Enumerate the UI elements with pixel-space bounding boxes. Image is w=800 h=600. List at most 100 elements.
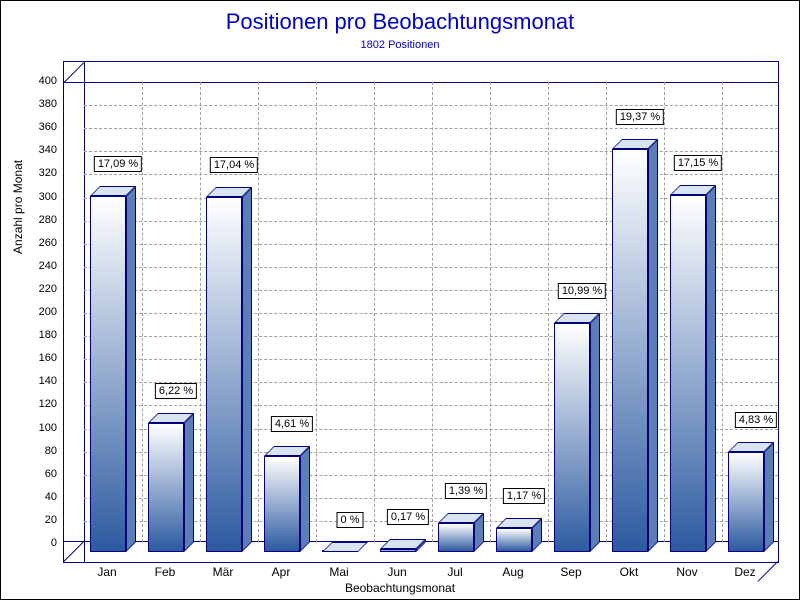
- bar-percent-label: 0,17 %: [387, 509, 429, 525]
- bar-front: [728, 452, 764, 552]
- y-tick-label: 160: [25, 352, 57, 364]
- y-tick-label: 400: [25, 75, 57, 87]
- bar-nov: [670, 185, 706, 552]
- gridline-v: [374, 82, 375, 542]
- x-tick-label: Jul: [447, 565, 462, 579]
- bar-apr: [264, 446, 300, 552]
- bar-side: [184, 413, 194, 552]
- bar-front: [206, 197, 242, 552]
- gridline-h: [84, 128, 778, 129]
- bar-front: [438, 523, 474, 552]
- back-wall-top: [64, 62, 778, 83]
- bar-feb: [148, 413, 184, 552]
- bar-dez: [728, 442, 764, 552]
- x-tick-label: Mai: [329, 565, 348, 579]
- bar-jan: [90, 186, 126, 552]
- y-tick-label: 340: [25, 144, 57, 156]
- bar-front: [264, 456, 300, 552]
- gridline-h: [84, 174, 778, 175]
- gridline-v: [200, 82, 201, 542]
- bar-front: [380, 549, 416, 552]
- bar-okt: [612, 139, 648, 552]
- y-tick-label: 80: [25, 445, 57, 457]
- x-tick-label: Nov: [676, 565, 697, 579]
- chart-subtitle: 1802 Positionen: [1, 39, 799, 51]
- bar-front: [612, 149, 648, 552]
- bar-side: [126, 186, 136, 552]
- y-tick-label: 280: [25, 214, 57, 226]
- bar-side: [590, 313, 600, 552]
- bar-front: [496, 528, 532, 552]
- y-tick-label: 40: [25, 491, 57, 503]
- chart-title: Positionen pro Beobachtungsmonat: [1, 1, 799, 35]
- x-tick-label: Feb: [155, 565, 176, 579]
- bar-percent-label: 0 %: [337, 512, 364, 528]
- bar-mai: [322, 542, 358, 552]
- bar-mär: [206, 187, 242, 552]
- y-tick-label: 180: [25, 329, 57, 341]
- bar-percent-label: 1,17 %: [503, 488, 545, 504]
- y-tick-label: 380: [25, 98, 57, 110]
- gridline-v: [490, 82, 491, 542]
- corner-diag-br: [757, 561, 778, 582]
- x-tick-label: Apr: [272, 565, 291, 579]
- plot-area-inner: 17,09 % 6,22 % 17,04 % 4,61 % 0 % 0,17 % 1,39 …: [84, 82, 778, 542]
- x-tick-label: Mär: [213, 565, 234, 579]
- bar-jul: [438, 513, 474, 552]
- x-tick-label: Okt: [620, 565, 639, 579]
- gridline-v: [316, 82, 317, 542]
- x-tick-label: Aug: [502, 565, 523, 579]
- x-axis-label: Beobachtungsmonat: [1, 581, 799, 595]
- gridline-v: [142, 82, 143, 542]
- gridline-v: [432, 82, 433, 542]
- bar-percent-label: 19,37 %: [616, 109, 664, 125]
- bar-percent-label: 17,04 %: [210, 157, 258, 173]
- y-tick-label: 240: [25, 260, 57, 272]
- gridline-v: [548, 82, 549, 542]
- y-tick-label: 300: [25, 191, 57, 203]
- bar-percent-label: 17,09 %: [94, 156, 142, 172]
- y-tick-label: 20: [25, 514, 57, 526]
- y-tick-label: 360: [25, 121, 57, 133]
- gridline-v: [258, 82, 259, 542]
- x-tick-label: Sep: [560, 565, 581, 579]
- y-tick-label: 0: [25, 537, 57, 549]
- bar-percent-label: 6,22 %: [155, 383, 197, 399]
- bar-percent-label: 4,61 %: [271, 416, 313, 432]
- gridline-h: [84, 151, 778, 152]
- gridline-v: [606, 82, 607, 542]
- plot-area-outer: 17,09 % 6,22 % 17,04 % 4,61 % 0 % 0,17 % 1,39 …: [63, 61, 779, 563]
- bar-sep: [554, 313, 590, 552]
- x-tick-label: Jun: [387, 565, 406, 579]
- x-tick-label: Jan: [97, 565, 116, 579]
- bar-jun: [380, 539, 416, 552]
- gridline-v: [664, 82, 665, 542]
- y-tick-label: 320: [25, 167, 57, 179]
- chart-frame: Positionen pro Beobachtungsmonat 1802 Po…: [0, 0, 800, 600]
- y-tick-label: 100: [25, 422, 57, 434]
- back-wall-left: [64, 62, 85, 562]
- bar-front: [148, 423, 184, 552]
- y-tick-label: 260: [25, 237, 57, 249]
- bar-front: [554, 323, 590, 552]
- bar-percent-label: 4,83 %: [735, 412, 777, 428]
- bar-front: [670, 195, 706, 552]
- bar-aug: [496, 518, 532, 552]
- gridline-h: [84, 105, 778, 106]
- bar-front: [90, 196, 126, 552]
- y-tick-label: 200: [25, 306, 57, 318]
- bar-side: [242, 187, 252, 552]
- bar-percent-label: 1,39 %: [445, 483, 487, 499]
- y-tick-label: 60: [25, 468, 57, 480]
- y-tick-label: 220: [25, 283, 57, 295]
- bar-side: [706, 185, 716, 552]
- bar-side: [300, 446, 310, 552]
- y-tick-label: 140: [25, 375, 57, 387]
- y-tick-label: 120: [25, 398, 57, 410]
- y-axis-label: Anzahl pro Monat: [11, 160, 25, 254]
- bar-percent-label: 10,99 %: [558, 283, 606, 299]
- x-tick-label: Dez: [734, 565, 755, 579]
- bar-side: [648, 139, 658, 552]
- bar-side: [764, 442, 774, 552]
- gridline-v: [722, 82, 723, 542]
